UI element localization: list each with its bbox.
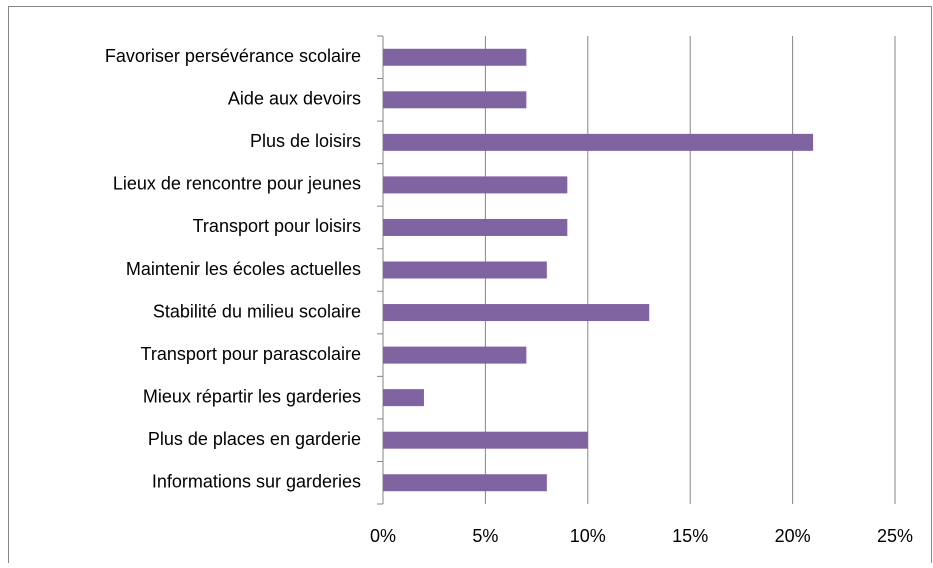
bar xyxy=(383,176,568,194)
y-tick-label: Stabilité du milieu scolaire xyxy=(153,301,361,321)
y-tick-label: Transport pour loisirs xyxy=(193,216,361,236)
y-tick-label: Aide aux devoirs xyxy=(228,89,361,109)
bar xyxy=(383,261,547,279)
bar xyxy=(383,133,814,151)
bar xyxy=(383,304,650,322)
bar xyxy=(383,346,527,364)
y-tick-label: Transport pour parascolaire xyxy=(141,344,361,364)
x-tick-label: 15% xyxy=(672,526,708,546)
bar xyxy=(383,48,527,66)
x-tick-label: 5% xyxy=(472,526,498,546)
bar xyxy=(383,474,547,492)
y-tick-label: Plus de loisirs xyxy=(250,131,361,151)
y-tick-label: Favoriser persévérance scolaire xyxy=(105,46,361,66)
bar xyxy=(383,431,588,449)
y-tick-label: Informations sur garderies xyxy=(152,471,361,491)
y-tick-label: Plus de places en garderie xyxy=(148,429,361,449)
y-tick-label: Maintenir les écoles actuelles xyxy=(126,259,361,279)
x-tick-label: 10% xyxy=(570,526,606,546)
x-tick-label: 0% xyxy=(370,526,396,546)
bar xyxy=(383,218,568,236)
bar xyxy=(383,91,527,109)
x-tick-label: 25% xyxy=(877,526,913,546)
bar xyxy=(383,389,424,407)
y-tick-label: Mieux répartir les garderies xyxy=(143,386,361,406)
y-tick-label: Lieux de rencontre pour jeunes xyxy=(113,174,361,194)
x-tick-label: 20% xyxy=(775,526,811,546)
